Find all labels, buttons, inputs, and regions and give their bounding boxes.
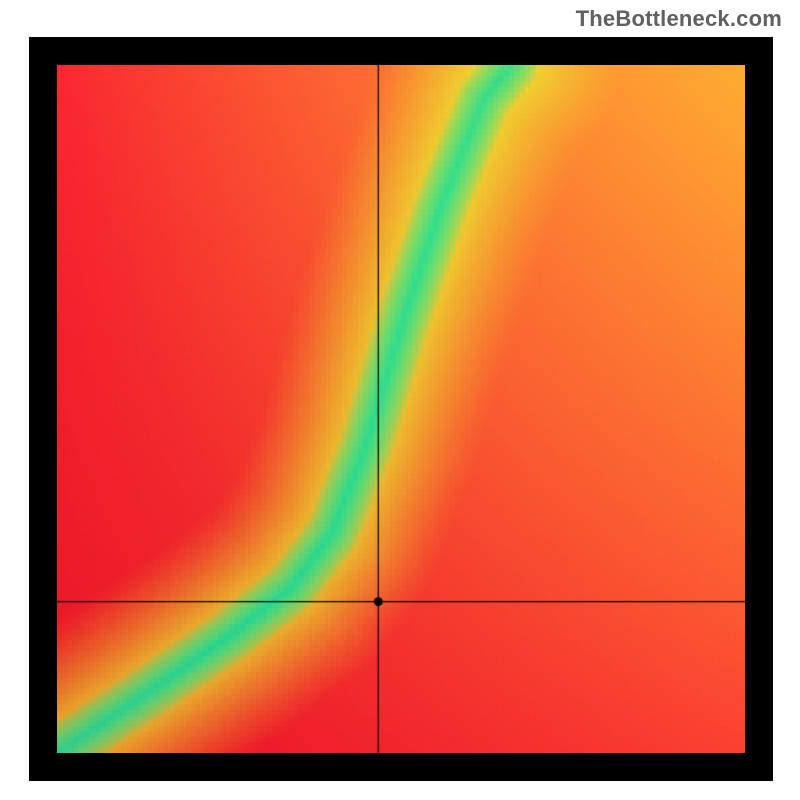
chart-root: TheBottleneck.com [0,0,800,800]
heatmap-canvas [57,65,745,753]
watermark-text: TheBottleneck.com [576,6,782,32]
plot-frame [29,37,773,781]
